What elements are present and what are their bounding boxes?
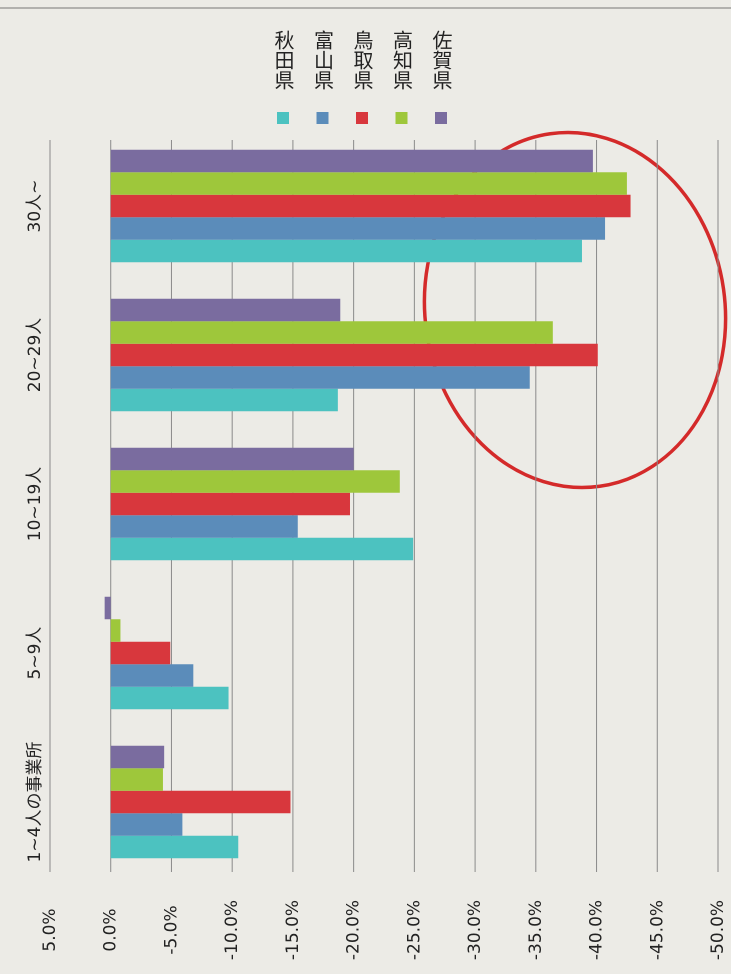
x-tick-label: -35.0% <box>526 900 546 960</box>
x-tick-label: -45.0% <box>647 900 667 960</box>
legend-label: 佐賀県 <box>429 30 453 90</box>
bar <box>110 641 171 665</box>
bar <box>110 447 354 471</box>
bar <box>110 686 229 710</box>
category-label: 10~19人 <box>25 467 45 542</box>
x-tick-label: 0.0% <box>101 908 121 951</box>
legend-swatch <box>435 112 447 124</box>
category-label: 1~4人の事業所 <box>25 742 45 863</box>
bar <box>110 619 121 642</box>
bar <box>110 217 606 240</box>
x-tick-label: -5.0% <box>161 905 181 954</box>
bar <box>110 298 341 322</box>
bar <box>110 470 400 493</box>
bar <box>110 172 627 195</box>
bar <box>110 745 165 769</box>
bar <box>110 768 163 791</box>
bar <box>110 790 291 814</box>
bar <box>110 239 582 263</box>
x-tick-label: -20.0% <box>344 900 364 960</box>
bar <box>110 194 631 218</box>
x-tick-label: -30.0% <box>465 900 485 960</box>
bar <box>110 492 350 516</box>
bar <box>110 835 239 859</box>
bar <box>104 596 111 620</box>
bar <box>110 321 553 344</box>
legend-swatch <box>356 112 368 124</box>
bar <box>110 537 414 561</box>
legend-label: 鳥取県 <box>350 30 374 90</box>
bar <box>110 388 338 412</box>
x-tick-label: 5.0% <box>40 908 60 951</box>
legend-swatch <box>277 112 289 124</box>
legend-label: 高知県 <box>390 30 414 90</box>
x-tick-label: -50.0% <box>708 900 728 960</box>
bar <box>110 664 194 687</box>
category-label: 5~9人 <box>25 627 45 680</box>
x-tick-label: -40.0% <box>587 900 607 960</box>
x-tick-label: -25.0% <box>404 900 424 960</box>
bar <box>110 343 598 367</box>
bar <box>110 813 183 836</box>
x-tick-label: -15.0% <box>283 900 303 960</box>
bar <box>110 515 298 538</box>
x-tick-label: -10.0% <box>222 900 242 960</box>
bar <box>110 366 530 389</box>
legend-swatch <box>395 112 408 124</box>
category-label: 30人~ <box>25 180 45 233</box>
legend-label: 富山県 <box>311 30 335 90</box>
category-label: 20~29人 <box>25 318 45 393</box>
legend-swatch <box>316 112 329 124</box>
legend-label: 秋田県 <box>271 30 295 90</box>
bar <box>110 149 593 173</box>
